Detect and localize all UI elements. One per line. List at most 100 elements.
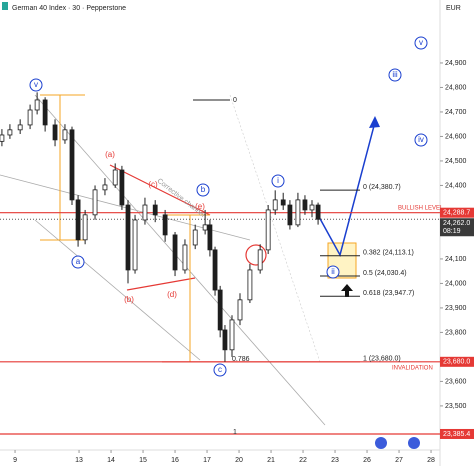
wave-label: iii [392, 70, 398, 79]
fib-label: 0.5 (24,030.4) [363, 270, 407, 277]
y-tick-label: 24,000 [445, 280, 467, 287]
y-tick-label: 23,600 [445, 378, 467, 385]
candle-body [222, 329, 228, 351]
candle-body [75, 199, 81, 241]
wave-circle [388, 68, 402, 82]
bullish-note: BULLISH LEVEL [398, 205, 444, 211]
projection-path [317, 121, 376, 258]
fib-label: 0.382 (24,113.1) [363, 250, 414, 257]
candle-body [119, 169, 125, 206]
candle-body [272, 199, 278, 211]
corrective-label: (c) [148, 180, 158, 189]
price-tag-label: 23,680.0 [443, 359, 470, 366]
candle-body [309, 204, 315, 211]
y-tick-label: 23,500 [445, 403, 467, 410]
fib-small-label: 0.786 [232, 356, 250, 363]
fib-small-label: 1 [233, 429, 237, 436]
y-tick-label: 24,800 [445, 84, 467, 91]
channel-line [34, 94, 326, 426]
price-tag-label: 23,385.4 [443, 431, 470, 438]
candle-body [102, 184, 108, 191]
y-tick-label: 24,100 [445, 256, 467, 263]
x-tick-label: 20 [235, 457, 243, 464]
candle-body [52, 124, 58, 141]
wave-label: b [201, 185, 206, 194]
candle-body [34, 99, 40, 111]
wave-label: a [76, 257, 81, 266]
y-tick-label: 24,600 [445, 133, 467, 140]
x-tick-label: 22 [299, 457, 307, 464]
x-tick-label: 13 [75, 457, 83, 464]
candle-body [257, 249, 263, 271]
price-tag [440, 428, 474, 439]
corrective-label: (a) [105, 150, 115, 159]
projection-arrow [369, 116, 380, 128]
candle-body [82, 214, 88, 241]
y-tick-label: 24,700 [445, 109, 467, 116]
status-dot [2, 2, 8, 10]
candle-body [295, 199, 301, 226]
wave-circle [326, 265, 340, 279]
event-marker [375, 437, 387, 449]
candle-body [152, 204, 158, 216]
x-tick-label: 27 [395, 457, 403, 464]
corrective-label: (b) [124, 295, 134, 304]
x-tick-label: 21 [267, 457, 275, 464]
candle-body [92, 189, 98, 216]
candle-body [142, 204, 148, 221]
candle-body [0, 134, 5, 142]
fib-trend [229, 94, 321, 363]
candle-body [162, 214, 168, 236]
y-tick-label: 24,500 [445, 158, 467, 165]
channel-line [34, 219, 201, 361]
candle-body [229, 319, 235, 351]
candle-body [125, 204, 131, 271]
price-tag-label: 24,262.0 [443, 220, 470, 227]
x-tick-label: 9 [13, 457, 17, 464]
price-tag [440, 356, 474, 367]
wave-label: c [218, 365, 222, 374]
fib-label: 0 (24,380.7) [363, 184, 401, 191]
candle-body [17, 124, 23, 131]
wave-label: iv [418, 135, 424, 144]
price-tag-label: 24,288.7 [443, 210, 470, 217]
corrective-line [126, 277, 196, 291]
price-tag [440, 218, 474, 237]
wave-circle [271, 174, 285, 188]
x-tick-label: 14 [107, 457, 115, 464]
candle-body [302, 199, 308, 211]
fib-label: 1 (23,680.0) [363, 356, 401, 363]
price-tag [440, 207, 474, 218]
candle-body [207, 224, 213, 251]
wave-label: i [277, 176, 279, 185]
candle-body [132, 219, 138, 271]
corrective-label: (e) [195, 202, 205, 211]
x-tick-label: 17 [203, 457, 211, 464]
wave-circle [414, 36, 428, 50]
corrective-line [109, 164, 211, 216]
x-tick-label: 15 [139, 457, 147, 464]
x-tick-label: 28 [427, 457, 435, 464]
chart-title: German 40 Index · 30 · Pepperstone [12, 5, 126, 12]
candle-body [287, 204, 293, 226]
x-tick-label: 16 [171, 457, 179, 464]
countdown: 08:19 [443, 228, 461, 235]
fib-label: 0.618 (23,947.7) [363, 290, 414, 297]
wave-circle [196, 183, 210, 197]
wave-circle [71, 255, 85, 269]
candle-body [182, 244, 188, 271]
breakout-circle [245, 244, 267, 266]
y-tick-label: 23,800 [445, 329, 467, 336]
candle-body [217, 289, 223, 331]
candle-body [7, 129, 13, 136]
candle-body [69, 129, 75, 201]
corrective-label: (d) [167, 290, 177, 299]
y-tick-label: 24,400 [445, 182, 467, 189]
candle-body [27, 109, 33, 126]
candle-body [315, 204, 321, 220]
wave-label: v [419, 38, 423, 47]
wave-circle [414, 133, 428, 147]
candle-body [112, 169, 118, 186]
